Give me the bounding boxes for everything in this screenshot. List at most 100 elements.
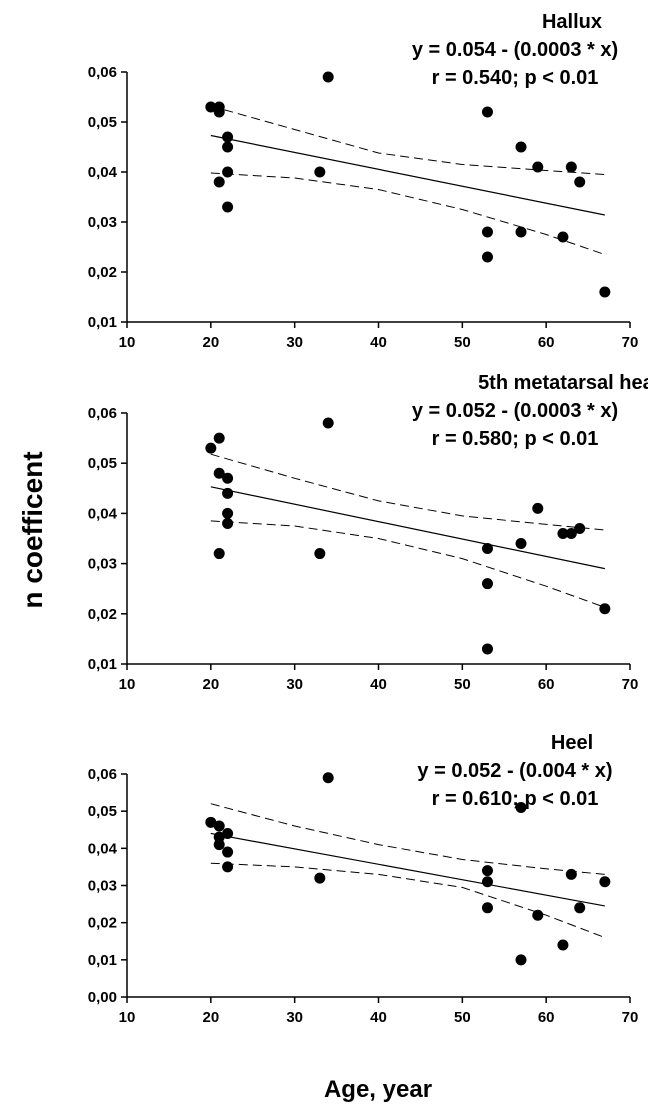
data-point bbox=[557, 939, 569, 951]
panel-title: Hallux bbox=[542, 11, 602, 33]
x-axis-label: Age, year bbox=[324, 1076, 432, 1103]
x-tick-label: 40 bbox=[370, 1009, 387, 1026]
data-point bbox=[222, 861, 234, 873]
data-point bbox=[481, 578, 493, 590]
y-tick-label: 0,05 bbox=[88, 455, 117, 472]
data-point bbox=[481, 865, 493, 877]
data-point bbox=[515, 954, 527, 966]
data-point bbox=[574, 176, 586, 188]
y-tick-label: 0,04 bbox=[88, 840, 118, 857]
data-point bbox=[481, 226, 493, 238]
data-point bbox=[314, 166, 326, 178]
y-tick-label: 0,02 bbox=[88, 264, 117, 281]
y-axis-label: n coefficent bbox=[17, 451, 48, 608]
data-point bbox=[222, 201, 234, 213]
x-tick-label: 10 bbox=[119, 334, 136, 351]
x-tick-label: 50 bbox=[454, 676, 471, 693]
data-point bbox=[481, 876, 493, 888]
x-tick-label: 30 bbox=[286, 1009, 303, 1026]
regression-line bbox=[210, 134, 605, 216]
y-tick-label: 0,05 bbox=[88, 803, 117, 820]
data-point bbox=[213, 106, 225, 118]
panel-title: 5th metatarsal head bbox=[478, 372, 648, 394]
data-point bbox=[481, 902, 493, 914]
regression-line bbox=[210, 832, 605, 907]
ci-lower-line bbox=[210, 862, 605, 938]
ci-lower-line bbox=[210, 520, 605, 608]
data-point bbox=[322, 71, 334, 83]
data-point bbox=[222, 131, 234, 143]
data-point bbox=[565, 868, 577, 880]
x-tick-label: 30 bbox=[286, 334, 303, 351]
x-tick-label: 70 bbox=[622, 334, 639, 351]
y-tick-label: 0,01 bbox=[88, 656, 117, 673]
regression-equation: y = 0.054 - (0.0003 * x) bbox=[412, 39, 618, 61]
x-tick-label: 20 bbox=[202, 1009, 219, 1026]
y-tick-label: 0,01 bbox=[88, 314, 117, 331]
data-point bbox=[222, 487, 234, 499]
data-point bbox=[205, 101, 217, 113]
x-tick-label: 30 bbox=[286, 676, 303, 693]
x-tick-label: 70 bbox=[622, 1009, 639, 1026]
data-point bbox=[322, 772, 334, 784]
regression-equation: y = 0.052 - (0.0003 * x) bbox=[412, 400, 618, 422]
y-tick-label: 0,03 bbox=[88, 214, 117, 231]
panel-2: 0,01 0,02 0,03 0,04 0,05 0,06 10 20 30 40 50 60 70 5t… bbox=[88, 372, 648, 693]
data-point bbox=[213, 467, 225, 479]
x-tick-label: 60 bbox=[538, 334, 555, 351]
ci-lower-line bbox=[210, 172, 605, 255]
regression-line bbox=[210, 486, 605, 570]
data-point bbox=[515, 538, 527, 550]
ci-upper-line bbox=[210, 453, 605, 531]
x-tick-label: 60 bbox=[538, 1009, 555, 1026]
y-tick-label: 0,00 bbox=[88, 989, 117, 1006]
data-point bbox=[557, 527, 569, 539]
data-point bbox=[481, 106, 493, 118]
x-tick-label: 10 bbox=[119, 676, 136, 693]
y-tick-label: 0,01 bbox=[88, 952, 117, 969]
data-point bbox=[481, 643, 493, 655]
data-point bbox=[213, 839, 225, 851]
data-point bbox=[213, 432, 225, 444]
data-point bbox=[599, 876, 611, 888]
panel-3: 0,00 0,01 0,02 0,03 0,04 0,05 0,06 10 20 30 40 50 60… bbox=[88, 732, 639, 1026]
data-point bbox=[213, 820, 225, 832]
data-point bbox=[565, 161, 577, 173]
x-tick-label: 40 bbox=[370, 334, 387, 351]
data-point bbox=[532, 502, 544, 514]
y-tick-label: 0,02 bbox=[88, 606, 117, 623]
data-point bbox=[574, 902, 586, 914]
data-point bbox=[222, 472, 234, 484]
data-point bbox=[222, 166, 234, 178]
x-tick-label: 60 bbox=[538, 676, 555, 693]
y-tick-label: 0,03 bbox=[88, 556, 117, 573]
data-point bbox=[574, 522, 586, 534]
data-point bbox=[322, 417, 334, 429]
data-point bbox=[532, 161, 544, 173]
y-tick-label: 0,06 bbox=[88, 64, 117, 81]
x-tick-label: 50 bbox=[454, 1009, 471, 1026]
y-tick-label: 0,04 bbox=[88, 164, 118, 181]
data-point bbox=[599, 603, 611, 615]
x-tick-label: 70 bbox=[622, 676, 639, 693]
x-tick-label: 10 bbox=[119, 1009, 136, 1026]
panels: 0,01 0,02 0,03 0,04 0,05 0,06 10 20 30 40 50 60 70 Ha… bbox=[88, 11, 648, 1026]
data-point bbox=[222, 827, 234, 839]
data-point bbox=[213, 176, 225, 188]
y-tick-label: 0,03 bbox=[88, 878, 117, 895]
x-tick-label: 40 bbox=[370, 676, 387, 693]
data-point bbox=[314, 872, 326, 884]
data-point bbox=[314, 548, 326, 560]
data-point bbox=[515, 801, 527, 813]
data-point bbox=[222, 846, 234, 858]
data-point bbox=[515, 226, 527, 238]
panel-title: Heel bbox=[551, 732, 593, 754]
y-tick-label: 0,06 bbox=[88, 405, 117, 422]
data-point bbox=[222, 517, 234, 529]
regression-stats: r = 0.610; p < 0.01 bbox=[432, 788, 599, 810]
panel-1: 0,01 0,02 0,03 0,04 0,05 0,06 10 20 30 40 50 60 70 Ha… bbox=[88, 11, 639, 351]
data-point bbox=[222, 507, 234, 519]
ci-upper-line bbox=[210, 803, 605, 875]
y-tick-label: 0,05 bbox=[88, 114, 117, 131]
